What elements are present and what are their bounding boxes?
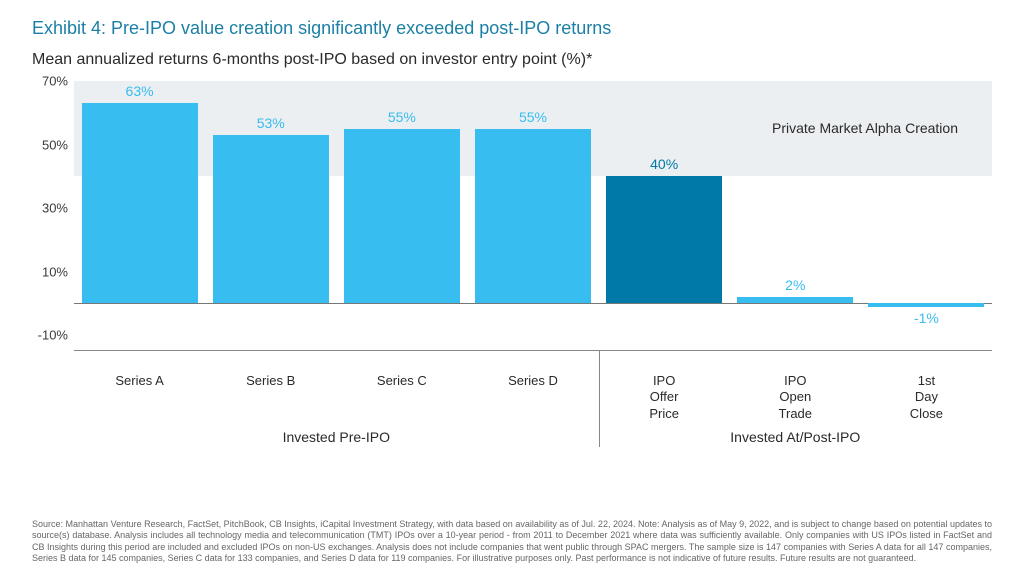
y-tick-label: 50%	[32, 137, 68, 152]
group-divider	[599, 351, 600, 447]
bar	[344, 129, 460, 304]
alpha-band-label: Private Market Alpha Creation	[772, 120, 958, 136]
zero-line	[74, 303, 992, 304]
bar	[868, 303, 984, 306]
x-category-label: IPOOfferPrice	[606, 373, 722, 422]
bar-value-label: 55%	[344, 109, 460, 125]
x-category-label: Series D	[475, 373, 591, 389]
bar-value-label: -1%	[868, 310, 984, 326]
bar	[606, 176, 722, 303]
plot-area: Private Market Alpha Creation 63% 53% 55% 55…	[74, 81, 992, 351]
bar	[82, 103, 198, 303]
x-category-label: IPOOpenTrade	[737, 373, 853, 422]
bar-value-label: 53%	[213, 115, 329, 131]
exhibit-title: Exhibit 4: Pre-IPO value creation signif…	[32, 18, 992, 39]
group-label-postipo: Invested At/Post-IPO	[599, 429, 992, 445]
x-category-label: Series C	[344, 373, 460, 389]
group-label-preipo: Invested Pre-IPO	[74, 429, 599, 445]
bar-value-label: 40%	[606, 156, 722, 172]
source-footnote: Source: Manhattan Venture Research, Fact…	[32, 519, 992, 564]
bar-value-label: 63%	[82, 83, 198, 99]
bar-value-label: 2%	[737, 277, 853, 293]
x-category-label: 1stDayClose	[868, 373, 984, 422]
bar	[213, 135, 329, 303]
exhibit-subtitle: Mean annualized returns 6-months post-IP…	[32, 51, 992, 69]
bar-value-label: 55%	[475, 109, 591, 125]
x-category-label: Series A	[82, 373, 198, 389]
bar	[737, 297, 853, 303]
y-tick-label: 30%	[32, 201, 68, 216]
y-tick-label: 70%	[32, 74, 68, 89]
bar-chart: Private Market Alpha Creation 63% 53% 55% 55…	[32, 81, 992, 451]
x-category-label: Series B	[213, 373, 329, 389]
y-tick-label: -10%	[32, 328, 68, 343]
bar	[475, 129, 591, 304]
y-tick-label: 10%	[32, 264, 68, 279]
